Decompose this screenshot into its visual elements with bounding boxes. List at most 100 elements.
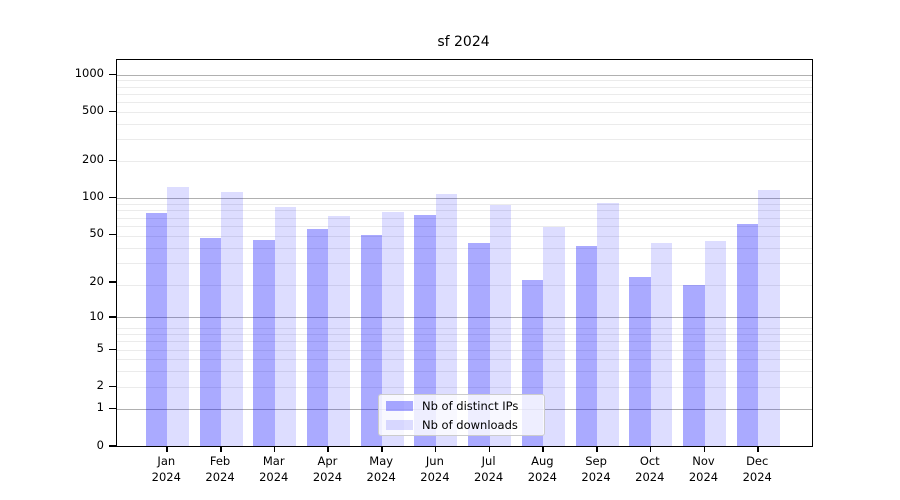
legend-item: Nb of distinct IPs: [386, 398, 537, 414]
minor-gridline: [117, 235, 812, 237]
bar-distinct-ips: [199, 237, 222, 446]
y-tick-label: 2: [96, 378, 104, 393]
x-tick-label: May 2024: [366, 454, 396, 484]
x-tick-mark: [596, 446, 598, 452]
minor-gridline: [117, 386, 812, 388]
major-gridline: [117, 74, 812, 76]
bar-distinct-ips: [253, 240, 275, 446]
x-tick-mark: [327, 446, 329, 452]
bar-downloads: [274, 206, 297, 446]
x-tick-label: Feb 2024: [205, 454, 235, 484]
bar-downloads: [650, 242, 673, 446]
legend-swatch-distinct-ips: [386, 400, 413, 411]
x-tick-label: Apr 2024: [312, 454, 343, 484]
x-tick-mark: [220, 446, 222, 452]
y-tick-mark: [109, 281, 116, 283]
x-tick-label: Aug 2024: [527, 454, 557, 484]
x-tick-label: Sep 2024: [581, 454, 611, 484]
x-tick-mark: [273, 446, 276, 452]
bar-downloads: [704, 241, 726, 446]
legend-swatch-downloads: [386, 419, 413, 430]
major-gridline: [117, 317, 812, 319]
x-tick-mark: [488, 446, 491, 452]
minor-gridline: [117, 327, 812, 329]
x-tick-mark: [703, 446, 705, 452]
bar-distinct-ips: [306, 228, 329, 446]
minor-gridline: [117, 371, 812, 373]
major-gridline: [117, 197, 812, 199]
y-tick-label: 0: [96, 437, 104, 452]
minor-gridline: [117, 217, 812, 219]
x-tick-label: Jun 2024: [420, 454, 450, 484]
y-tick-label: 500: [82, 103, 104, 118]
minor-gridline: [117, 334, 812, 336]
bar-downloads: [543, 226, 565, 446]
y-tick-mark: [109, 73, 116, 76]
bar-distinct-ips: [683, 284, 705, 446]
legend: Nb of distinct IPs Nb of downloads: [378, 394, 545, 436]
minor-gridline: [117, 225, 812, 227]
x-tick-mark: [434, 446, 437, 452]
y-tick-label: 10: [89, 308, 104, 323]
y-tick-mark: [109, 159, 116, 162]
bar-downloads: [167, 186, 189, 446]
y-tick-mark: [109, 407, 116, 410]
minor-gridline: [117, 263, 812, 265]
x-tick-mark: [166, 446, 168, 452]
bar-downloads: [489, 204, 512, 446]
minor-gridline: [117, 123, 812, 125]
x-tick-mark: [757, 446, 759, 452]
legend-item: Nb of downloads: [386, 417, 537, 433]
minor-gridline: [117, 161, 812, 163]
minor-gridline: [117, 111, 812, 113]
x-tick-label: Oct 2024: [635, 454, 665, 484]
minor-gridline: [117, 102, 812, 104]
y-tick-mark: [109, 196, 116, 199]
bar-distinct-ips: [629, 277, 651, 446]
x-tick-label: Jan 2024: [151, 454, 181, 484]
minor-gridline: [117, 93, 812, 95]
bar-downloads: [435, 194, 458, 446]
x-tick-mark: [381, 446, 383, 452]
x-tick-label: Jul 2024: [473, 454, 504, 484]
x-tick-mark: [542, 446, 544, 452]
y-tick-mark: [109, 233, 116, 236]
legend-label: Nb of downloads: [422, 417, 518, 432]
y-tick-mark: [109, 385, 116, 388]
bar-downloads: [382, 211, 404, 446]
y-tick-mark: [109, 445, 116, 447]
bar-distinct-ips: [736, 224, 759, 446]
bar-distinct-ips: [414, 215, 436, 446]
plot-area: [116, 59, 813, 447]
minor-gridline: [117, 210, 812, 212]
bar-downloads: [597, 202, 619, 446]
minor-gridline: [117, 86, 812, 88]
bar-downloads: [221, 191, 243, 446]
bar-distinct-ips: [575, 246, 598, 446]
x-tick-label: Mar 2024: [259, 454, 289, 484]
y-tick-label: 1000: [74, 66, 104, 81]
y-tick-label: 50: [89, 226, 104, 241]
y-tick-label: 5: [96, 341, 104, 356]
y-tick-mark: [109, 348, 116, 351]
bar-distinct-ips: [360, 234, 383, 446]
minor-gridline: [117, 80, 812, 82]
bar-downloads: [758, 189, 780, 446]
x-tick-label: Nov 2024: [688, 454, 719, 484]
minor-gridline: [117, 139, 812, 141]
y-tick-label: 200: [82, 152, 104, 167]
x-tick-mark: [649, 446, 652, 452]
minor-gridline: [117, 284, 812, 286]
bar-distinct-ips: [145, 213, 168, 446]
legend-label: Nb of distinct IPs: [422, 398, 519, 413]
y-tick-mark: [109, 110, 116, 113]
y-tick-label: 100: [82, 189, 104, 204]
y-tick-label: 20: [89, 273, 104, 288]
minor-gridline: [117, 204, 812, 206]
minor-gridline: [117, 359, 812, 361]
bar-downloads: [328, 216, 350, 446]
chart-title: sf 2024: [437, 34, 490, 50]
minor-gridline: [117, 247, 812, 249]
y-tick-label: 1: [96, 400, 104, 415]
minor-gridline: [117, 349, 812, 351]
